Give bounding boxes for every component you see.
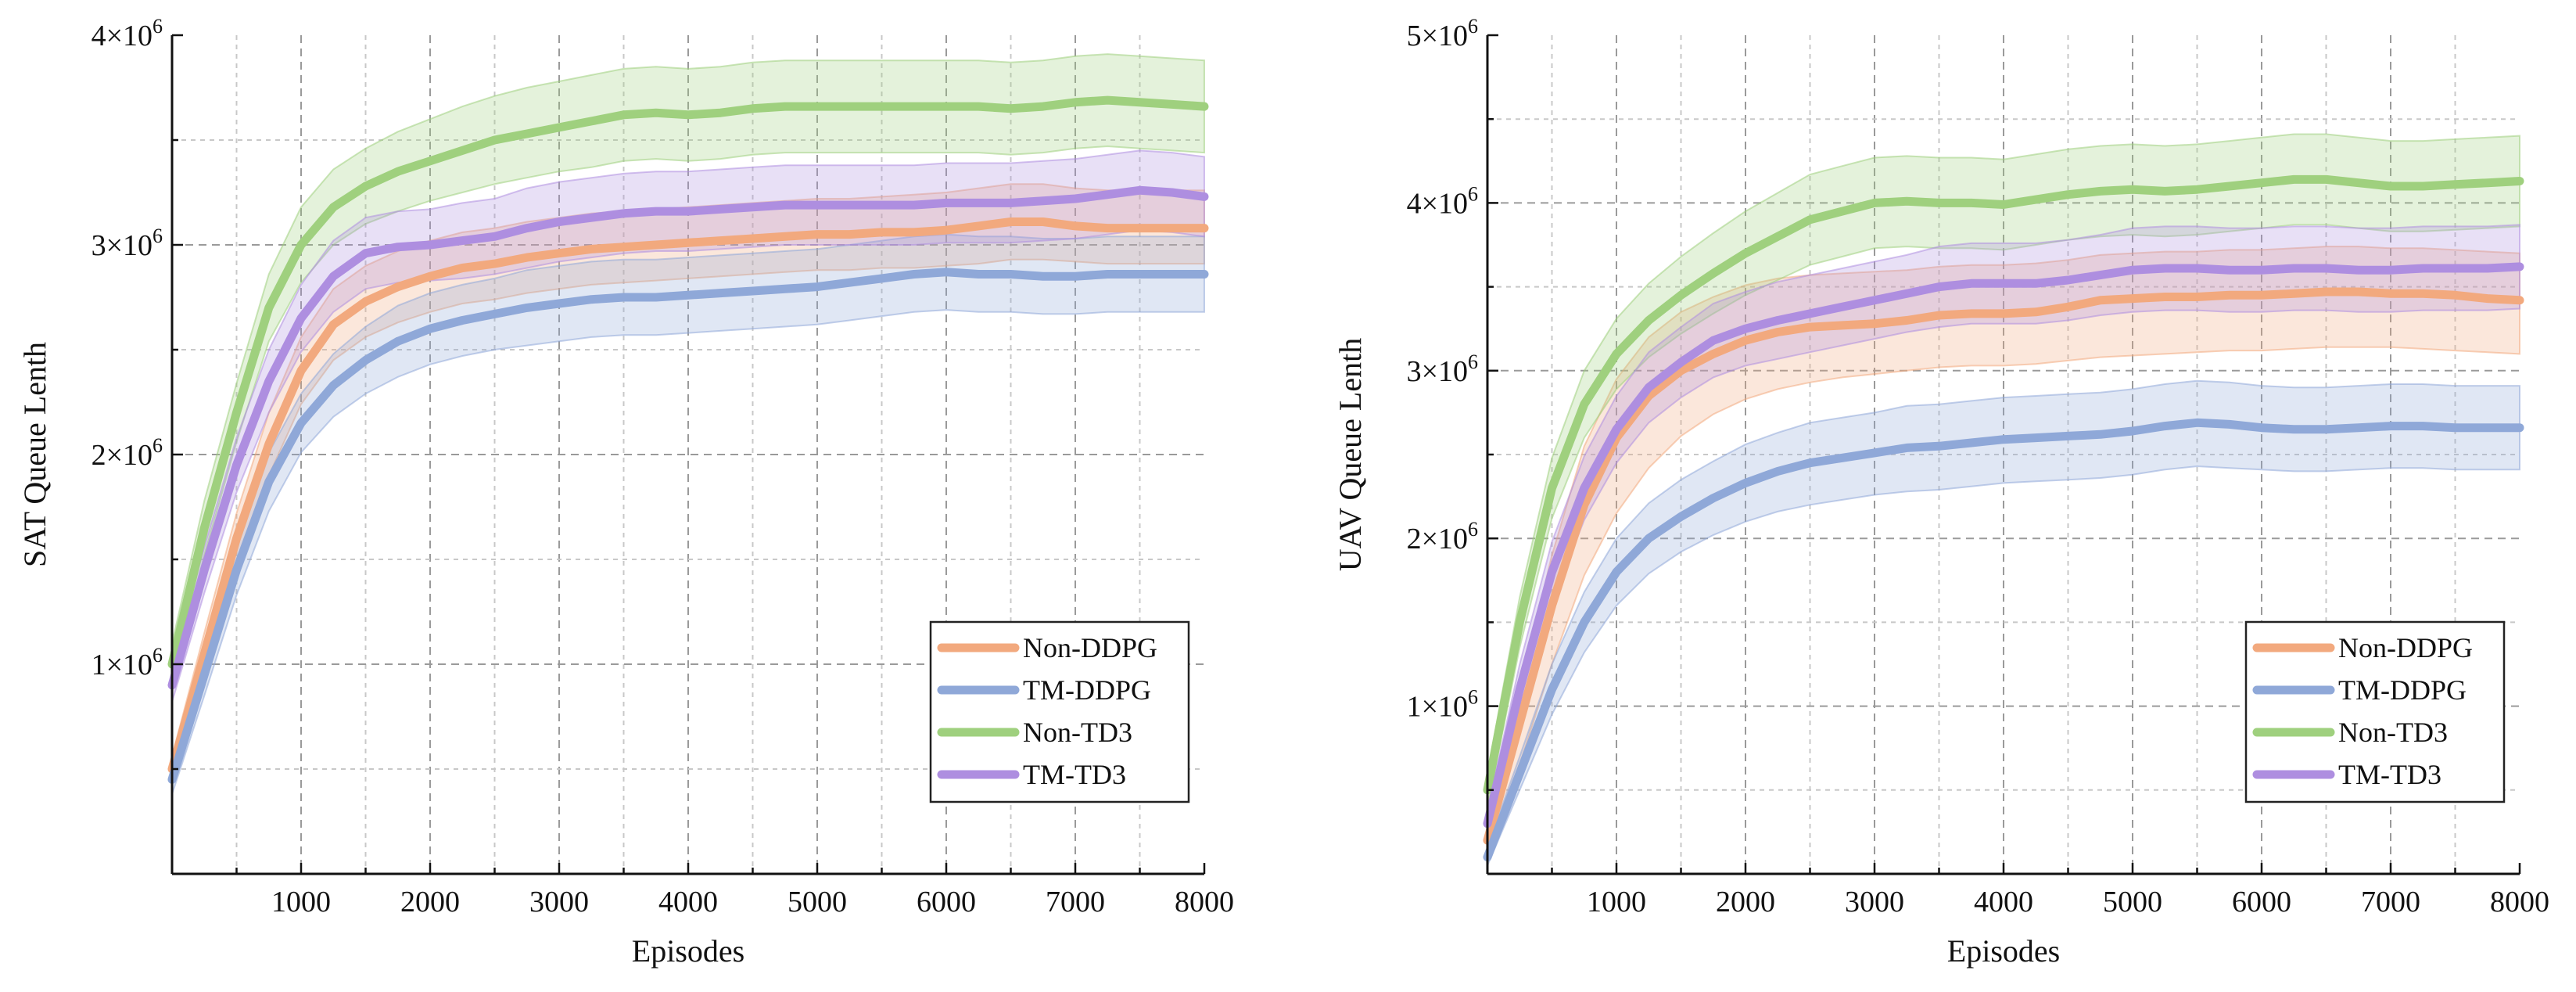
y-tick-label: 2×106 bbox=[1407, 518, 1478, 555]
y-tick-label: 3×106 bbox=[91, 225, 163, 262]
legend-label-tm-td3: TM-TD3 bbox=[1023, 759, 1126, 790]
series-band-tm-ddpg bbox=[1487, 379, 2520, 866]
series-line-non-td3 bbox=[167, 95, 1209, 669]
x-axis-title: Episodes bbox=[1947, 933, 2060, 969]
series-line-tm-td3 bbox=[167, 185, 1209, 690]
y-tick-label: 1×106 bbox=[91, 644, 163, 681]
legend-label-tm-ddpg: TM-DDPG bbox=[1023, 674, 1151, 706]
x-tick-label: 6000 bbox=[2232, 886, 2291, 918]
series-line-tm-ddpg bbox=[1483, 418, 2524, 862]
series-group bbox=[167, 53, 1209, 795]
series-band-tm-td3 bbox=[1487, 224, 2520, 838]
x-tick-label: 4000 bbox=[1974, 886, 2033, 918]
y-tick-label: 4×106 bbox=[1407, 182, 1478, 220]
legend: Non-DDPG TM-DDPG Non-TD3 TM-TD3 bbox=[2244, 620, 2506, 803]
legend-label-non-td3: Non-TD3 bbox=[2338, 717, 2448, 748]
x-tick-label: 1000 bbox=[271, 886, 331, 918]
y-tick-label: 5×106 bbox=[1407, 15, 1478, 52]
y-tick-label: 1×106 bbox=[1407, 686, 1478, 724]
series-line-non-ddpg bbox=[1483, 287, 2524, 845]
x-tick-label: 8000 bbox=[2490, 886, 2549, 918]
x-tick-label: 7000 bbox=[2361, 886, 2420, 918]
x-tick-label: 4000 bbox=[658, 886, 718, 918]
x-tick-label: 3000 bbox=[529, 886, 589, 918]
y-tick-label: 3×106 bbox=[1407, 350, 1478, 388]
x-tick-label: 6000 bbox=[917, 886, 976, 918]
x-tick-label: 5000 bbox=[2103, 886, 2162, 918]
series-band-tm-ddpg bbox=[171, 233, 1205, 795]
series-band-tm-td3 bbox=[171, 149, 1205, 703]
y-tick-label: 4×106 bbox=[91, 15, 163, 52]
chart-panel-2: 1000 2000 3000 4000 5000 6000 7000 8000 1×106 2×1… bbox=[1333, 15, 2549, 969]
x-tick-label: 7000 bbox=[1046, 886, 1105, 918]
x-tick-label: 1000 bbox=[1587, 886, 1646, 918]
legend-label-non-ddpg: Non-DDPG bbox=[1023, 632, 1157, 663]
series-line-non-ddpg bbox=[167, 217, 1209, 774]
y-axis-title: SAT Queue Lenth bbox=[17, 342, 52, 567]
x-tick-label: 3000 bbox=[1845, 886, 1904, 918]
legend-label-tm-td3: TM-TD3 bbox=[2338, 759, 2441, 790]
y-axis-title: UAV Queue Lenth bbox=[1333, 338, 1368, 571]
axes: 1000 2000 3000 4000 5000 6000 7000 8000 1×106 2×1… bbox=[17, 15, 1234, 969]
x-tick-label: 2000 bbox=[1716, 886, 1775, 918]
series-band-non-td3 bbox=[171, 53, 1205, 686]
x-tick-label: 5000 bbox=[788, 886, 847, 918]
series-line-non-td3 bbox=[1483, 174, 2524, 795]
x-axis-title: Episodes bbox=[632, 933, 744, 969]
legend: Non-DDPG TM-DDPG Non-TD3 TM-TD3 bbox=[929, 620, 1190, 803]
series-group bbox=[1483, 133, 2524, 866]
y-tick-label: 2×106 bbox=[91, 434, 163, 472]
series-line-tm-td3 bbox=[1483, 262, 2524, 828]
series-line-tm-ddpg bbox=[167, 268, 1209, 784]
axes: 1000 2000 3000 4000 5000 6000 7000 8000 1×106 2×1… bbox=[1333, 15, 2549, 969]
legend-label-non-td3: Non-TD3 bbox=[1023, 717, 1132, 748]
x-tick-label: 8000 bbox=[1175, 886, 1234, 918]
legend-label-non-ddpg: Non-DDPG bbox=[2338, 632, 2473, 663]
grid bbox=[172, 35, 1204, 874]
chart-panel-1: 1000 2000 3000 4000 5000 6000 7000 8000 1×106 2×1… bbox=[17, 15, 1234, 969]
legend-label-tm-ddpg: TM-DDPG bbox=[2338, 674, 2467, 706]
series-band-non-ddpg bbox=[1487, 246, 2520, 854]
x-tick-label: 2000 bbox=[400, 886, 460, 918]
